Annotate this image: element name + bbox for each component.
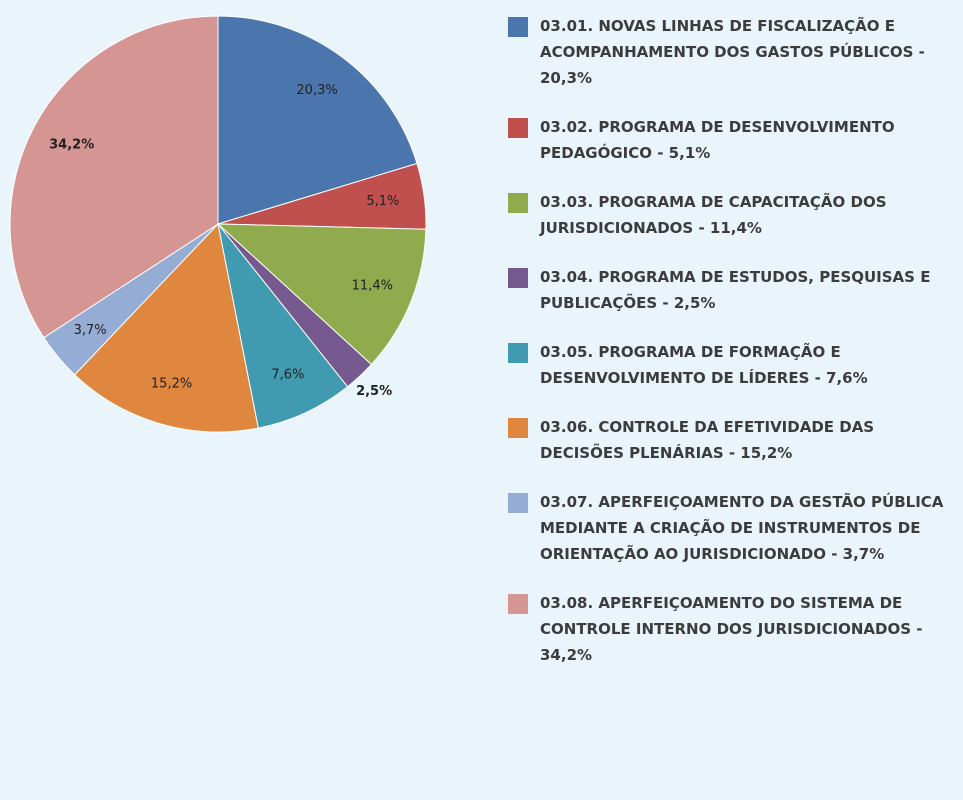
data-label: 7,6% [271, 368, 304, 383]
pie-slice [217, 15, 418, 225]
data-label: 15,2% [151, 376, 192, 391]
pie-slice [216, 223, 427, 366]
legend-swatch [508, 594, 528, 614]
legend-label: 03.07. APERFEIÇOAMENTO DA GESTÃO PÚBLICA… [540, 493, 944, 563]
legend-label: 03.08. APERFEIÇOAMENTO DO SISTEMA DE CON… [540, 594, 923, 664]
legend-item: 03.07. APERFEIÇOAMENTO DA GESTÃO PÚBLICA… [508, 492, 960, 567]
legend-item: 03.06. CONTROLE DA EFETIVIDADE DAS DECIS… [508, 417, 960, 466]
legend-label: 03.02. PROGRAMA DE DESENVOLVIMENTO PEDAG… [540, 118, 895, 162]
legend-swatch [508, 118, 528, 138]
legend-swatch [508, 17, 528, 37]
data-label: 2,5% [356, 384, 392, 399]
legend-label: 03.06. CONTROLE DA EFETIVIDADE DAS DECIS… [540, 418, 875, 462]
legend-label: 03.03. PROGRAMA DE CAPACITAÇÃO DOS JURIS… [540, 193, 887, 237]
legend-swatch [508, 418, 528, 438]
legend-item: 03.03. PROGRAMA DE CAPACITAÇÃO DOS JURIS… [508, 192, 960, 241]
data-label: 20,3% [296, 83, 337, 98]
legend-item: 03.05. PROGRAMA DE FORMAÇÃO E DESENVOLVI… [508, 342, 960, 391]
legend-swatch [508, 268, 528, 288]
legend-item: 03.08. APERFEIÇOAMENTO DO SISTEMA DE CON… [508, 593, 960, 668]
pie-slice [73, 222, 259, 433]
data-label: 11,4% [352, 279, 393, 294]
legend-item: 03.04. PROGRAMA DE ESTUDOS, PESQUISAS E … [508, 267, 960, 316]
legend-swatch [508, 493, 528, 513]
pie-slice [9, 15, 219, 339]
data-label: 34,2% [49, 137, 94, 152]
legend-item: 03.01. NOVAS LINHAS DE FISCALIZAÇÃO E AC… [508, 16, 960, 91]
data-label: 3,7% [74, 323, 107, 338]
pie-slice [217, 223, 349, 429]
legend-label: 03.04. PROGRAMA DE ESTUDOS, PESQUISAS E … [540, 268, 931, 312]
data-label: 5,1% [366, 194, 399, 209]
legend-swatch [508, 343, 528, 363]
legend-label: 03.05. PROGRAMA DE FORMAÇÃO E DESENVOLVI… [540, 343, 868, 387]
legend: 03.01. NOVAS LINHAS DE FISCALIZAÇÃO E AC… [508, 16, 960, 668]
legend-swatch [508, 193, 528, 213]
pie-chart: 20,3% 5,1% 11,4% 2,5% 7,6% 15,2% 3,7% 34,2% [9, 15, 427, 433]
legend-item: 03.02. PROGRAMA DE DESENVOLVIMENTO PEDAG… [508, 117, 960, 166]
legend-label: 03.01. NOVAS LINHAS DE FISCALIZAÇÃO E AC… [540, 17, 925, 87]
